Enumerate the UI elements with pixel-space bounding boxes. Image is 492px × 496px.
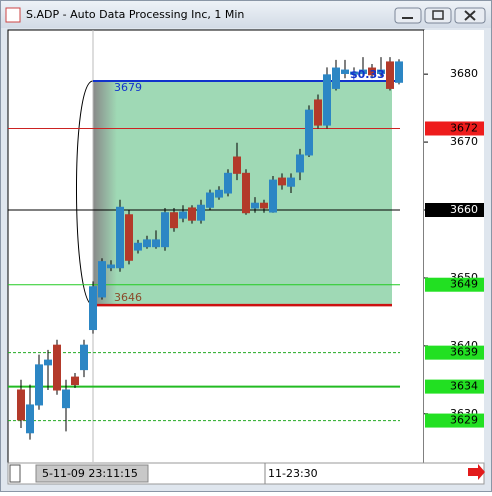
candle-body: [395, 61, 403, 83]
candle-body: [341, 69, 349, 74]
scroll-arrow[interactable]: [468, 464, 485, 480]
candle-body: [206, 192, 214, 208]
cursor-time-box: [35, 464, 149, 483]
level-label: 3672: [450, 121, 478, 134]
scroll-box[interactable]: [9, 464, 21, 483]
candle-body: [215, 189, 223, 198]
candle-body: [350, 71, 358, 75]
candle-body: [80, 344, 88, 371]
candle-body: [143, 239, 151, 248]
candle-body: [71, 376, 79, 386]
candle-body: [269, 179, 277, 213]
range-bottom-label: 3646: [114, 291, 142, 304]
range-bracket: [76, 80, 94, 306]
candle-body: [332, 67, 340, 89]
window-title: S.ADP - Auto Data Processing Inc, 1 Min: [26, 8, 244, 21]
minimize-button[interactable]: [394, 7, 422, 24]
candle-body: [368, 67, 376, 76]
candle-body: [323, 74, 331, 126]
level-label: 3634: [450, 380, 478, 393]
candle-body: [62, 389, 70, 409]
candle-body: [134, 242, 142, 251]
y-tick-label: 3680: [450, 67, 478, 80]
level-box: [425, 379, 484, 394]
y-tick-label: 3670: [450, 135, 478, 148]
candle-body: [125, 214, 133, 261]
range-top-label: 3679: [114, 81, 142, 94]
candle-body: [251, 202, 259, 209]
change-label: $0.33: [350, 68, 385, 81]
candle-body: [107, 264, 115, 269]
time-label: 11-23:30: [268, 467, 318, 480]
level-box: [425, 345, 484, 360]
level-label: 3649: [450, 278, 478, 291]
candle-body: [359, 69, 367, 74]
candle-body: [386, 61, 394, 89]
candle-body: [278, 177, 286, 186]
candle-body: [287, 177, 295, 187]
level-label: 3660: [450, 203, 478, 216]
candle-body: [296, 154, 304, 173]
candle-body: [53, 344, 61, 391]
app-icon: [5, 7, 21, 23]
candle-body: [161, 212, 169, 248]
candle-body: [314, 99, 322, 126]
candle-body: [170, 212, 178, 229]
level-box: [425, 121, 484, 136]
candle-body: [305, 109, 313, 156]
candle-body: [233, 156, 241, 174]
candle-body: [377, 69, 385, 74]
candle-body: [242, 172, 250, 214]
maximize-button[interactable]: [424, 7, 452, 24]
level-label: 3639: [450, 346, 478, 359]
candle-body: [197, 204, 205, 221]
candle-body: [17, 389, 25, 421]
candle-body: [224, 172, 232, 194]
candle-body: [35, 364, 43, 406]
candle-body: [116, 206, 124, 269]
level-box: [425, 203, 484, 217]
candle-body: [89, 286, 97, 331]
candle-body: [44, 359, 52, 366]
candle-body: [179, 211, 187, 219]
cursor-time-label: 5-11-09 23:11:15: [42, 467, 138, 480]
price-axis: [424, 30, 484, 463]
candle-body: [188, 207, 196, 221]
candle-body: [26, 404, 34, 434]
level-box: [425, 413, 484, 428]
level-label: 3629: [450, 414, 478, 427]
candle-body: [152, 239, 160, 248]
candle-body: [260, 202, 268, 209]
candle-body: [98, 261, 106, 298]
level-box: [425, 277, 484, 292]
